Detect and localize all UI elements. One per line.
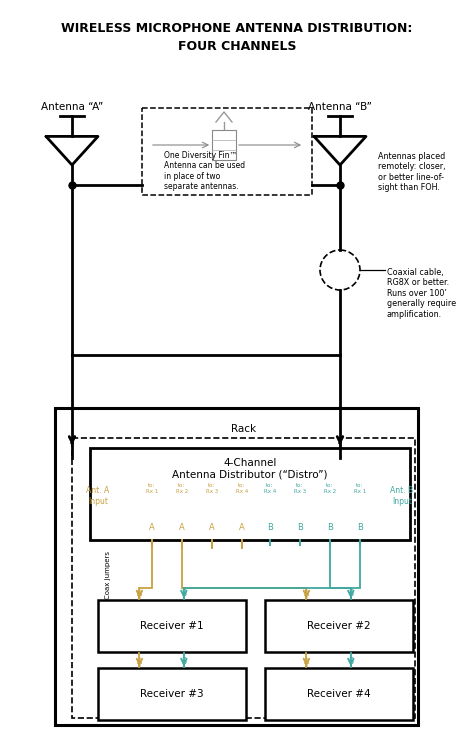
Text: Ant. B
Input: Ant. B Input	[391, 487, 413, 506]
Bar	[72, 438, 415, 718]
Text: One Diversity Fin™
Antenna can be used
in place of two
separate antennas.: One Diversity Fin™ Antenna can be used i…	[164, 150, 245, 191]
Text: Rack: Rack	[231, 424, 256, 434]
Text: A: A	[179, 523, 185, 532]
Text: Receiver #2: Receiver #2	[307, 621, 371, 631]
Text: B: B	[181, 589, 186, 598]
Text: WIRELESS MICROPHONE ANTENNA DISTRIBUTION:: WIRELESS MICROPHONE ANTENNA DISTRIBUTION…	[61, 22, 413, 35]
Text: to:
Rx 2: to: Rx 2	[176, 483, 188, 494]
Text: Receiver #1: Receiver #1	[140, 621, 204, 631]
Bar	[55, 408, 418, 725]
Text: Coaxial cable,
RG8X or better.
Runs over 100’
generally require
amplification.: Coaxial cable, RG8X or better. Runs over…	[387, 268, 456, 319]
Text: A: A	[149, 523, 155, 532]
Text: to:
Rx 1: to: Rx 1	[354, 483, 366, 494]
Bar	[265, 668, 413, 720]
Text: 4-Channel
Antenna Distributor (“Distro”): 4-Channel Antenna Distributor (“Distro”)	[172, 458, 328, 479]
Text: to:
Rx 3: to: Rx 3	[206, 483, 218, 494]
Text: B: B	[297, 523, 303, 532]
Text: B: B	[348, 657, 354, 666]
Text: Receiver #3: Receiver #3	[140, 689, 204, 699]
Text: B: B	[348, 589, 354, 598]
Text: to:
Rx 1: to: Rx 1	[146, 483, 158, 494]
Text: Receiver #4: Receiver #4	[307, 689, 371, 699]
Text: A: A	[137, 657, 142, 666]
Text: B: B	[181, 657, 186, 666]
Text: A: A	[209, 523, 215, 532]
Text: B: B	[267, 523, 273, 532]
Bar	[98, 600, 246, 652]
Text: B: B	[357, 523, 363, 532]
Bar	[90, 448, 410, 540]
Text: to:
Rx 2: to: Rx 2	[324, 483, 336, 494]
Text: Ant. A
Input: Ant. A Input	[86, 487, 109, 506]
Text: Antenna “B”: Antenna “B”	[308, 101, 372, 112]
Text: to:
Rx 4: to: Rx 4	[264, 483, 276, 494]
Text: Antenna “A”: Antenna “A”	[41, 101, 103, 112]
Text: B: B	[327, 523, 333, 532]
Text: to:
Rx 3: to: Rx 3	[294, 483, 306, 494]
Text: FOUR CHANNELS: FOUR CHANNELS	[178, 40, 296, 53]
Text: to:
Rx 4: to: Rx 4	[236, 483, 248, 494]
Text: A: A	[304, 657, 309, 666]
Bar	[212, 130, 236, 160]
Text: A: A	[137, 589, 142, 598]
Text: Antennas placed
remotely: closer,
or better line-of-
sight than FOH.: Antennas placed remotely: closer, or bet…	[378, 152, 446, 192]
Text: A: A	[304, 589, 309, 598]
Text: A: A	[239, 523, 245, 532]
Bar	[265, 600, 413, 652]
Bar	[98, 668, 246, 720]
Bar	[142, 108, 312, 195]
Text: Coax jumpers: Coax jumpers	[105, 551, 111, 599]
